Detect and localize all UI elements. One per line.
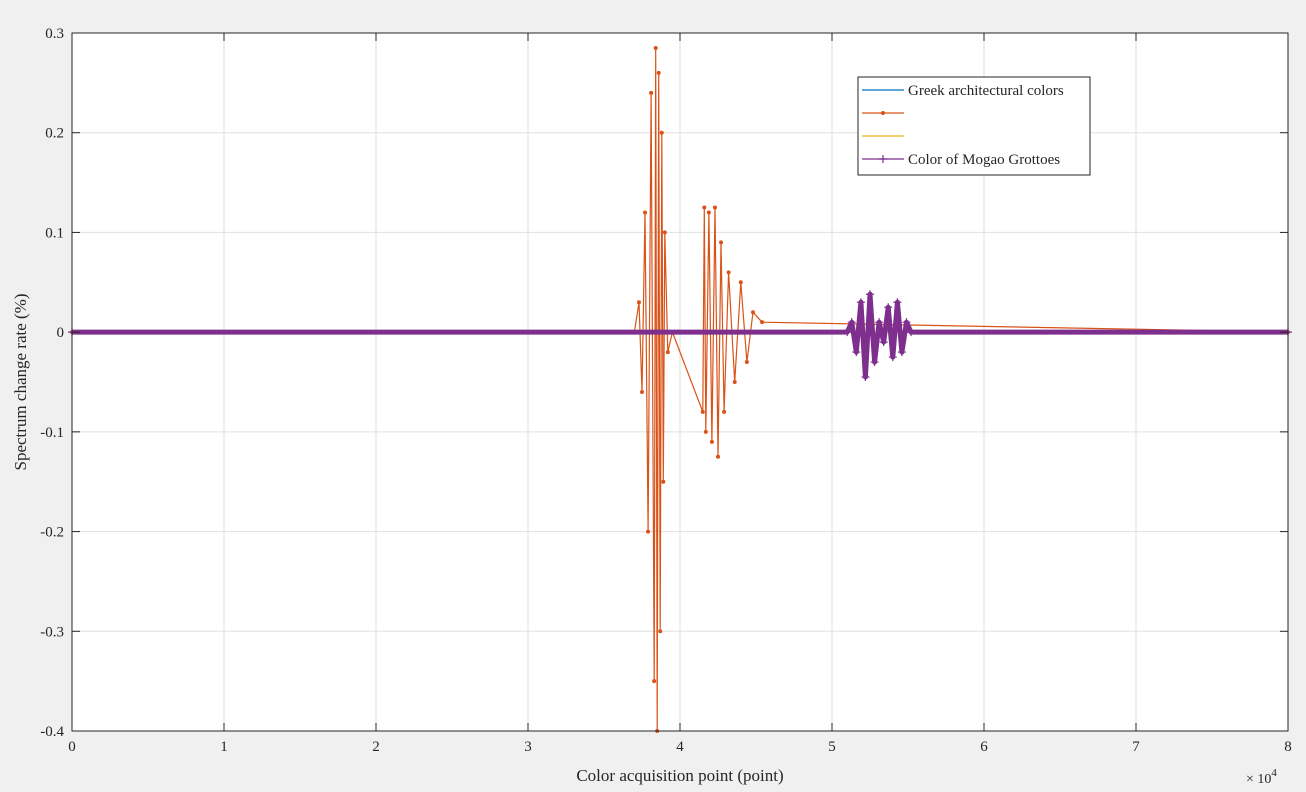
series-point: [665, 350, 670, 355]
y-tick-label: 0.2: [45, 126, 64, 142]
series-point: [884, 303, 893, 312]
series-point: [861, 373, 870, 382]
y-tick-label: -0.4: [40, 724, 64, 740]
series-point: [662, 230, 667, 235]
series-point: [738, 280, 743, 285]
series-point: [640, 389, 644, 394]
series-point: [732, 380, 737, 384]
series-point: [722, 409, 727, 414]
series-point: [661, 479, 666, 484]
series-point: [843, 328, 852, 337]
axis-tick-labels: 0 1 2 3 4 5 6 7 8 -0.4 -0.3 -0.2 -0.1 0 0.1 0.2 0.3: [40, 26, 1292, 755]
series-point: [656, 70, 661, 75]
series-point: [856, 298, 865, 307]
series-point: [744, 360, 749, 365]
series-point: [870, 358, 879, 367]
series-layer: [68, 45, 1292, 733]
y-tick-label: 0.1: [45, 225, 64, 241]
series-point: [653, 45, 658, 50]
series-point: [643, 210, 648, 215]
x-tick-label: 3: [524, 739, 532, 755]
series-point: [879, 338, 888, 347]
series-point: [902, 318, 911, 327]
y-tick-label: -0.2: [40, 525, 64, 541]
x-tick-label: 2: [372, 739, 380, 755]
series-point: [703, 429, 708, 434]
series-point: [750, 310, 755, 315]
x-tick-label: 4: [676, 739, 684, 755]
series-point: [700, 409, 705, 414]
series-point: [888, 353, 897, 362]
series-point: [646, 529, 651, 534]
series-point: [659, 130, 664, 135]
legend-label: Color of Mogao Grottoes: [908, 152, 1060, 168]
series-point: [897, 348, 906, 357]
series-point: [907, 328, 916, 337]
y-axis-label: Spectrum change rate (%): [11, 294, 30, 471]
legend: Greek architectural colors Color of Mogao…: [857, 76, 1091, 176]
series-point: [636, 300, 641, 305]
series-point: [658, 629, 663, 634]
legend-label: Greek architectural colors: [908, 83, 1064, 99]
x-axis-exponent-power: 4: [1271, 767, 1277, 779]
y-tick-label: 0.3: [45, 26, 64, 42]
x-axis-label: Color acquisition point (point): [576, 766, 783, 785]
x-tick-label: 5: [828, 739, 836, 755]
series-point: [712, 205, 717, 210]
x-tick-label: 7: [1132, 739, 1140, 755]
y-tick-label: -0.1: [40, 425, 64, 441]
series-point: [866, 290, 874, 299]
x-axis-exponent-base: × 10: [1246, 772, 1271, 787]
series-point: [875, 318, 884, 327]
y-tick-label: -0.3: [40, 624, 64, 640]
legend-marker: [879, 155, 887, 163]
series-point: [716, 454, 720, 459]
axis-ticks: [71, 32, 1289, 732]
series-point: [893, 298, 902, 307]
x-axis-exponent: × 104: [1246, 767, 1277, 787]
series-point: [852, 348, 861, 357]
series-point: [649, 90, 654, 95]
series-point: [847, 318, 856, 327]
x-tick-label: 8: [1284, 739, 1292, 755]
x-tick-label: 6: [980, 739, 988, 755]
x-tick-label: 1: [220, 739, 228, 755]
y-tick-label: 0: [57, 325, 65, 341]
x-tick-label: 0: [68, 739, 76, 755]
series-point: [726, 270, 731, 275]
series-point: [760, 320, 765, 325]
series-point: [652, 679, 657, 684]
series-point: [702, 205, 707, 210]
legend-marker: [881, 111, 885, 115]
series-point: [706, 210, 711, 215]
series-point: [709, 439, 714, 444]
series-point: [719, 240, 724, 245]
